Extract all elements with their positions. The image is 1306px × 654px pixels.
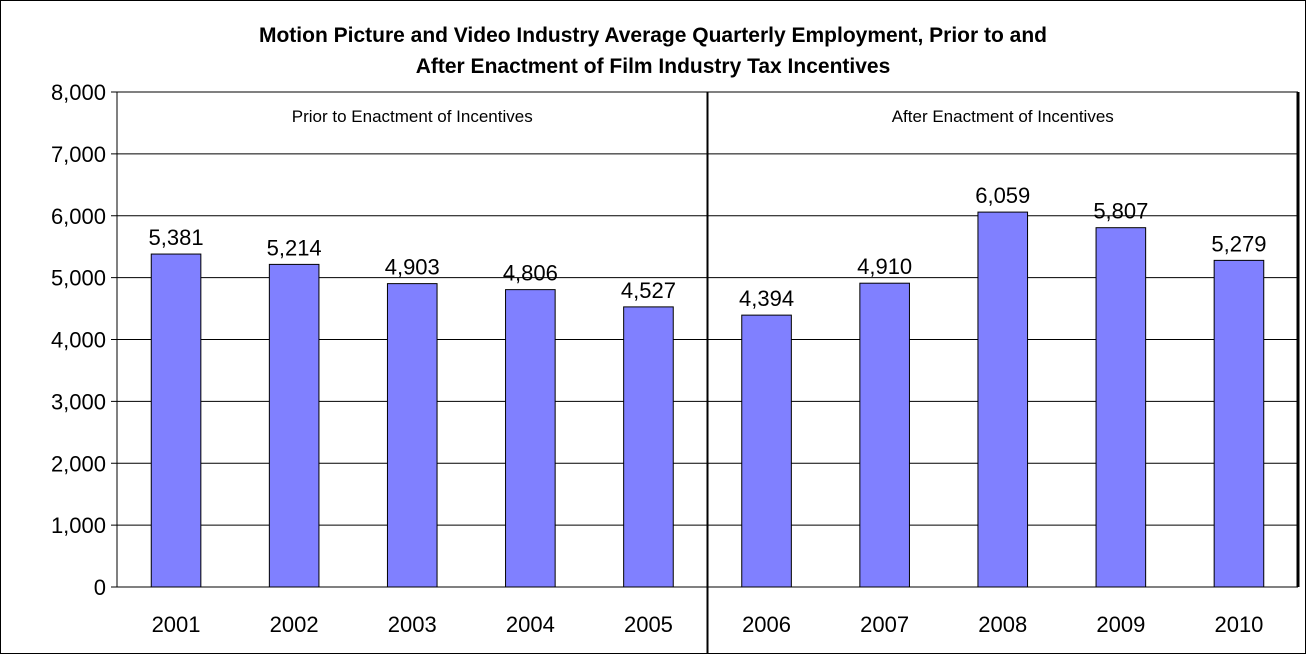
annotation-after-enactment: After Enactment of Incentives: [892, 107, 1114, 126]
chart-title-line-1: Motion Picture and Video Industry Averag…: [259, 24, 1047, 47]
data-label: 4,910: [857, 254, 912, 279]
x-tick-label: 2003: [388, 612, 437, 637]
data-label: 4,527: [621, 278, 676, 303]
bar: [977, 211, 1029, 588]
x-tick-label: 2009: [1096, 612, 1145, 637]
x-tick-label: 2002: [270, 612, 319, 637]
bar: [1095, 227, 1147, 588]
x-tick-label: 2006: [742, 612, 791, 637]
annotation-prior-to-enactment: Prior to Enactment of Incentives: [292, 107, 533, 126]
x-tick-label: 2001: [152, 612, 201, 637]
bar: [741, 314, 792, 588]
bar: [623, 306, 674, 588]
data-label: 6,059: [975, 183, 1030, 208]
bar: [386, 283, 438, 588]
x-tick-labels: 2001 2002 2003 2004 2005 2006 2007 2008 2009 2010: [152, 612, 1264, 637]
y-tick-label: 6,000: [51, 204, 106, 229]
y-tick-label: 4,000: [51, 328, 106, 353]
data-label: 5,807: [1093, 199, 1148, 224]
bar: [268, 263, 320, 588]
data-label: 4,394: [739, 286, 794, 311]
x-tick-label: 2004: [506, 612, 555, 637]
y-tick-label: 8,000: [51, 80, 106, 105]
data-label: 4,806: [503, 261, 558, 286]
y-tick-label: 2,000: [51, 451, 106, 476]
bar: [505, 289, 556, 588]
y-tick-labels: 0 1,000 2,000 3,000 4,000 5,000 6,000 7,000 8,00…: [51, 80, 106, 600]
y-tick-label: 5,000: [51, 266, 106, 291]
bars: [150, 211, 1265, 588]
data-label: 4,903: [385, 255, 440, 280]
y-tick-label: 0: [94, 575, 106, 600]
y-tick-label: 7,000: [51, 142, 106, 167]
data-label: 5,214: [267, 235, 322, 260]
bar: [859, 282, 910, 588]
x-tick-label: 2007: [860, 612, 909, 637]
data-label: 5,381: [149, 225, 204, 250]
y-tick-label: 1,000: [51, 513, 106, 538]
data-labels: 5,381 5,214 4,903 4,806 4,527 4,394 4,910 6,059…: [149, 183, 1267, 311]
x-tick-label: 2008: [978, 612, 1027, 637]
x-tick-label: 2010: [1214, 612, 1263, 637]
data-label: 5,279: [1211, 231, 1266, 256]
x-tick-label: 2005: [624, 612, 673, 637]
y-tick-label: 3,000: [51, 389, 106, 414]
bar: [150, 253, 202, 588]
axes: [111, 91, 1300, 654]
bar: [1213, 259, 1265, 588]
chart-title-line-2: After Enactment of Film Industry Tax Inc…: [416, 55, 891, 78]
